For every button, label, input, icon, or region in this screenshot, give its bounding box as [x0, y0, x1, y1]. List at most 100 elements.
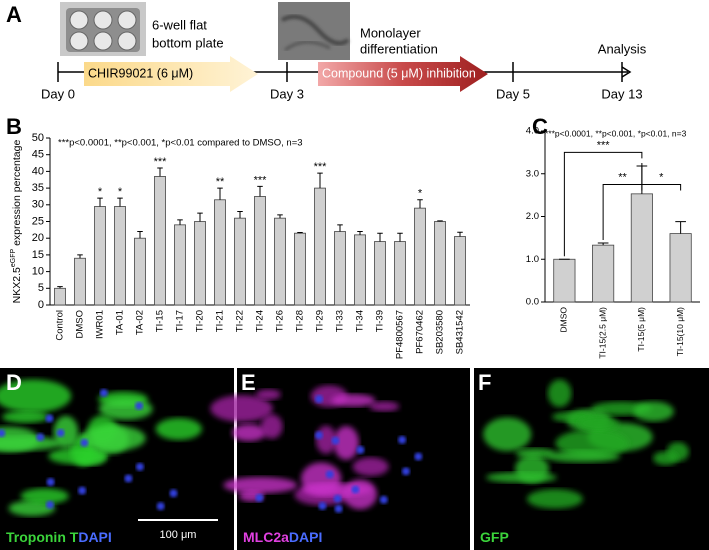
stain-label: MLC2aDAPI — [243, 529, 322, 545]
stain-name: MLC2a — [243, 529, 289, 545]
bar — [154, 176, 166, 306]
y-axis-title-sup: eGFP — [10, 249, 17, 268]
analysis-label: Analysis — [598, 41, 647, 56]
y-axis-title-part: expression percentage — [11, 140, 23, 249]
error-bar — [197, 212, 203, 222]
bar — [592, 244, 615, 303]
bar — [414, 207, 426, 306]
significance-label: * — [418, 188, 423, 200]
treatment-arrow — [84, 56, 258, 92]
error-bar — [137, 231, 143, 239]
bar — [114, 206, 126, 306]
bar — [294, 232, 306, 306]
y-tick-label: 0.0 — [526, 297, 539, 308]
bar — [134, 237, 146, 306]
error-bar — [117, 197, 123, 207]
x-tick-label: TI-21 — [215, 310, 226, 332]
cell — [223, 477, 298, 494]
cell — [653, 451, 679, 466]
y-tick-label: 35 — [32, 182, 44, 194]
x-tick-label: TI-22 — [235, 310, 246, 332]
nucleus — [56, 428, 65, 437]
cell — [1, 410, 49, 423]
nucleus — [36, 433, 45, 442]
cell — [369, 401, 400, 412]
cell — [210, 395, 273, 422]
x-tick-label: TI-34 — [355, 310, 366, 332]
day-label: Day 3 — [270, 86, 304, 101]
bar — [553, 258, 576, 303]
bar — [74, 257, 86, 306]
nucleus — [398, 435, 407, 444]
x-tick-label: TI-39 — [375, 310, 386, 332]
nucleus — [315, 395, 324, 404]
cell — [301, 462, 342, 495]
x-tick-label: DMSO — [559, 307, 569, 333]
stain-name: DAPI — [289, 529, 322, 545]
nucleus — [0, 429, 6, 438]
cell — [80, 425, 146, 452]
bar — [394, 241, 406, 306]
error-bar — [97, 197, 103, 207]
y-tick-label: 50 — [32, 132, 44, 144]
cell — [547, 379, 572, 408]
cell — [331, 394, 376, 407]
bar — [254, 196, 266, 306]
y-tick-label: 1.0 — [526, 254, 539, 265]
stain-name: Troponin T — [6, 529, 79, 545]
y-tick-label: 25 — [32, 215, 44, 227]
nucleus — [46, 477, 55, 486]
bar — [454, 236, 466, 306]
cell — [53, 415, 79, 449]
significance-label: *** — [314, 161, 328, 173]
cell — [255, 389, 281, 400]
nucleus — [45, 414, 54, 423]
x-tick-label: SB431542 — [455, 310, 466, 354]
comparison-bracket — [602, 183, 643, 241]
nucleus — [334, 504, 343, 513]
error-bar — [457, 231, 463, 237]
y-tick-label: 30 — [32, 199, 44, 211]
nucleus — [331, 436, 340, 445]
stain-label: GFP — [480, 529, 509, 545]
x-tick-label: TA-02 — [135, 310, 146, 335]
monolayer-label: Monolayer — [360, 25, 421, 40]
y-tick-label: 3.0 — [526, 168, 539, 179]
y-tick-label: 15 — [32, 249, 44, 261]
cell — [546, 450, 621, 463]
panel-letter: F — [478, 370, 491, 395]
treatment-arrow — [318, 56, 488, 92]
nucleus — [325, 470, 334, 479]
y-tick-label: 2.0 — [526, 211, 539, 222]
nucleus — [124, 474, 133, 483]
error-bar — [157, 167, 163, 177]
bar — [214, 199, 226, 306]
day-label: Day 13 — [601, 86, 642, 101]
x-tick-label: TI-15(2.5 μM) — [597, 307, 607, 359]
x-tick-label: SB203580 — [435, 310, 446, 354]
nucleus — [351, 485, 360, 494]
significance-label: * — [118, 186, 123, 198]
y-tick-label: 20 — [32, 232, 44, 244]
panel-letter: A — [6, 2, 22, 27]
y-axis-title: NKX2.5eGFP expression percentage — [10, 140, 23, 304]
nucleus — [356, 445, 365, 454]
x-tick-label: TI-29 — [315, 310, 326, 332]
cell — [260, 414, 283, 439]
cell — [526, 489, 583, 509]
nucleus — [135, 401, 144, 410]
x-tick-label: TI-15(5 μM) — [636, 307, 646, 352]
cell — [485, 472, 557, 483]
stain-name: GFP — [480, 529, 509, 545]
cell — [232, 424, 266, 442]
cell — [0, 379, 72, 413]
x-tick-label: TI-15(10 μM) — [675, 307, 685, 356]
day-label: Day 5 — [496, 86, 530, 101]
error-bar — [257, 185, 263, 197]
x-tick-label: TI-15 — [155, 310, 166, 332]
y-tick-label: 10 — [32, 266, 44, 278]
stain-name: DAPI — [78, 529, 111, 545]
y-tick-label: 40 — [32, 165, 44, 177]
error-bar — [277, 214, 283, 219]
timeline-arrow — [621, 66, 632, 78]
